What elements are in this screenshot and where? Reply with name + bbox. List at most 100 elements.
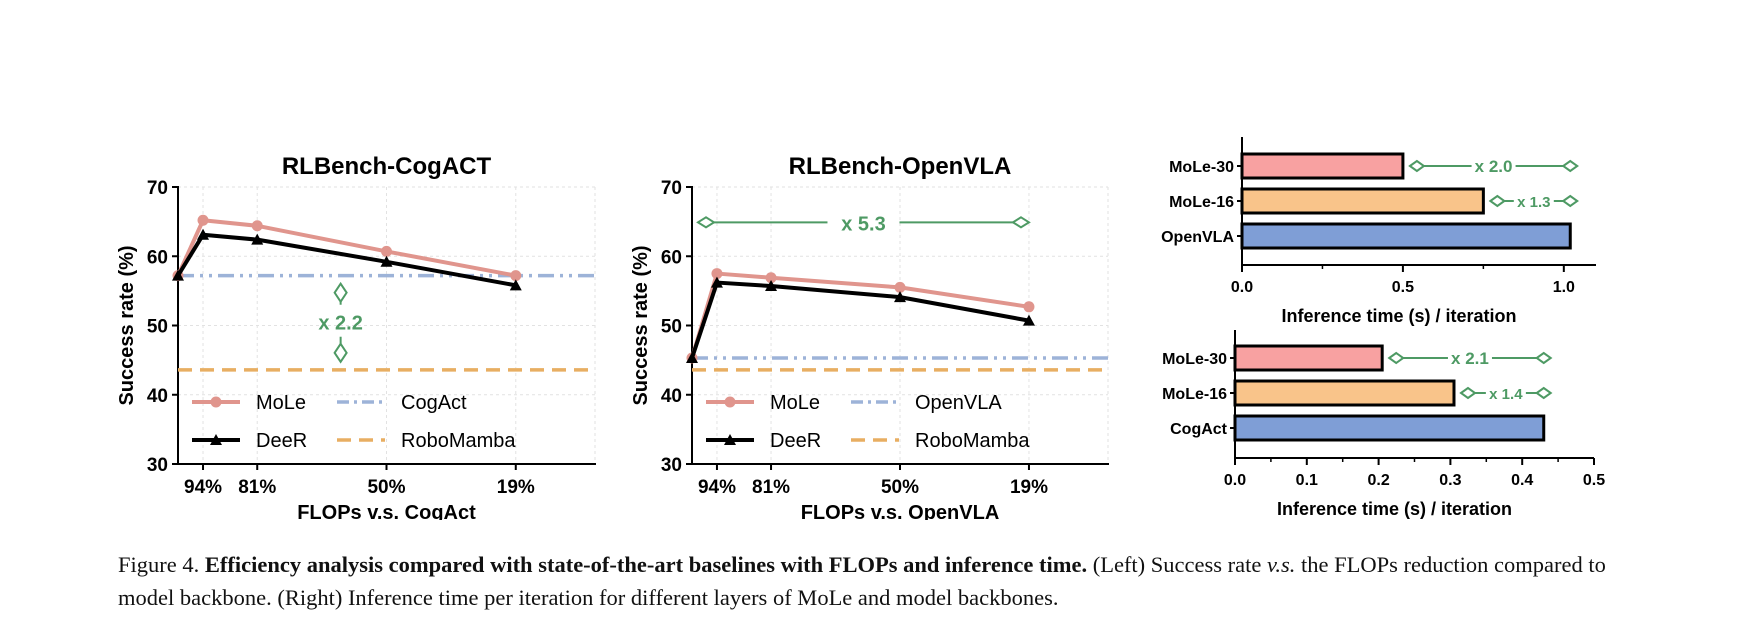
series-point-mole xyxy=(894,281,906,293)
x-tick-label: 0.4 xyxy=(1511,472,1533,489)
series-point-deer xyxy=(765,280,778,292)
legend-label-robomamba: RoboMamba xyxy=(915,430,1030,452)
y-tick-label: 60 xyxy=(147,247,168,268)
figure-4: 30 40 50 60 70 94% 81% 50% 19% RLBench-CogACT FLOP… xyxy=(116,137,1605,520)
chart-title: RLBench-CogACT xyxy=(282,153,492,180)
series-line-mole xyxy=(690,271,1030,359)
x-tick-label: 19% xyxy=(1010,477,1048,498)
x-tick-label: 0.2 xyxy=(1367,472,1389,489)
legend-marker-mole xyxy=(724,396,736,408)
annotation-diamond xyxy=(1535,386,1553,400)
y-tick-label: OpenVLA xyxy=(1161,229,1234,246)
y-tick-label: 50 xyxy=(661,317,682,338)
caption-bold: Efficiency analysis compared with state-… xyxy=(204,552,1088,577)
x-tick-label: 81% xyxy=(238,477,276,498)
annotation-label: x 2.2 xyxy=(318,313,362,335)
speedup-label: x 1.3 xyxy=(1517,194,1550,211)
x-tick-label: 0.0 xyxy=(1224,472,1246,489)
figure-caption: Figure 4. Efficiency analysis compared w… xyxy=(118,548,1618,614)
y-axis-label: Success rate (%) xyxy=(116,245,138,405)
x-tick-label: 0.5 xyxy=(1583,472,1605,489)
speedup-label: x 2.0 xyxy=(1475,157,1513,176)
annotation-diamond xyxy=(1561,159,1579,173)
x-axis-label: FLOPs v.s. CogAct xyxy=(297,502,476,520)
y-axis-label: Success rate (%) xyxy=(630,245,652,405)
chart-title: RLBench-OpenVLA xyxy=(789,153,1012,180)
annotation-diamond xyxy=(1459,386,1477,400)
series-point-deer xyxy=(172,269,184,281)
bar-cogact xyxy=(1233,414,1546,442)
y-tick-label: MoLe-16 xyxy=(1169,194,1234,211)
series-point-deer xyxy=(251,233,264,245)
y-tick-label: 70 xyxy=(661,178,682,199)
x-tick-label: 94% xyxy=(184,477,222,498)
annotation-diamond xyxy=(1535,351,1553,365)
series-point-mole xyxy=(510,270,522,282)
x-tick-label: 94% xyxy=(698,477,736,498)
annotation-label: x 5.3 xyxy=(841,213,885,235)
bar-mole-30 xyxy=(1240,152,1405,180)
bar-chart-2: 0.0 0.1 0.2 0.3 0.4 0.5 Inference time (s) / i… xyxy=(1162,330,1605,519)
series-point-mole xyxy=(711,268,723,280)
x-tick-label: 1.0 xyxy=(1553,279,1575,296)
annotation-diamond xyxy=(1561,194,1579,208)
series-line-mole xyxy=(176,218,517,278)
bar-chart-1: 0.0 0.5 1.0 Inference time (s) / iteration M… xyxy=(1161,137,1596,326)
annotation-diamond xyxy=(1408,159,1426,173)
legend-label-backbone: CogAct xyxy=(401,392,467,414)
series-point-deer xyxy=(1022,314,1035,326)
bar-mole-16 xyxy=(1233,379,1456,407)
annotation-diamond xyxy=(1011,216,1031,229)
legend-label-mole: MoLe xyxy=(770,392,820,414)
series-point-deer xyxy=(197,228,210,240)
x-tick-label: 0.3 xyxy=(1439,472,1461,489)
bar-mole-30 xyxy=(1233,344,1384,372)
speedup-label: x 1.4 xyxy=(1489,386,1523,403)
x-axis-label: Inference time (s) / iteration xyxy=(1277,499,1512,519)
series-point-deer xyxy=(710,276,723,288)
y-tick-label: 60 xyxy=(661,247,682,268)
y-tick-label: 70 xyxy=(147,178,168,199)
series-point-mole xyxy=(765,272,777,284)
series-point-deer xyxy=(686,352,698,364)
y-tick-label: MoLe-16 xyxy=(1162,386,1227,403)
legend: MoLe DeeR CogAct RoboMamba xyxy=(192,392,516,452)
y-tick-label: MoLe-30 xyxy=(1162,351,1227,368)
annotation-diamond xyxy=(1387,351,1405,365)
annotation-diamond xyxy=(333,342,348,364)
legend-marker-mole xyxy=(210,396,222,408)
x-tick-label: 50% xyxy=(367,477,405,498)
y-tick-label: CogAct xyxy=(1170,421,1228,438)
line-chart-2: 30 40 50 60 70 94% 81% 50% 19% RLBench-OpenVLA FLO… xyxy=(630,153,1109,520)
y-tick-label: 30 xyxy=(147,455,168,476)
legend-label-mole: MoLe xyxy=(256,392,306,414)
y-tick-label: 30 xyxy=(661,455,682,476)
series-point-mole xyxy=(381,245,392,257)
x-tick-label: 0.0 xyxy=(1231,279,1253,296)
series-point-mole xyxy=(197,214,209,226)
x-tick-label: 50% xyxy=(881,477,919,498)
series-point-deer xyxy=(894,291,906,303)
speedup-label: x 2.1 xyxy=(1451,349,1489,368)
caption-text-a: (Left) Success rate xyxy=(1087,552,1267,577)
x-tick-label: 0.1 xyxy=(1296,472,1318,489)
y-tick-label: 40 xyxy=(661,386,682,407)
annotation-diamond xyxy=(333,281,348,304)
series-point-mole xyxy=(251,220,263,232)
x-axis-label: Inference time (s) / iteration xyxy=(1281,306,1516,326)
bar-mole-16 xyxy=(1240,187,1485,215)
y-tick-label: MoLe-30 xyxy=(1169,159,1234,176)
legend: MoLe DeeR OpenVLA RoboMamba xyxy=(706,392,1030,452)
line-chart-1: 30 40 50 60 70 94% 81% 50% 19% RLBench-CogACT FLOP… xyxy=(116,153,596,520)
caption-vs: v.s. xyxy=(1267,552,1296,577)
caption-label: Figure 4. xyxy=(118,552,200,577)
series-point-deer xyxy=(380,255,393,267)
annotation-diamond xyxy=(696,216,716,229)
legend-label-robomamba: RoboMamba xyxy=(401,430,516,452)
y-tick-label: 40 xyxy=(147,386,168,407)
series-point-deer xyxy=(509,279,522,291)
legend-marker-deer xyxy=(210,434,222,445)
x-axis-label: FLOPs v.s. OpenVLA xyxy=(801,502,1000,520)
x-tick-label: 81% xyxy=(752,477,790,498)
legend-marker-deer xyxy=(724,434,736,445)
